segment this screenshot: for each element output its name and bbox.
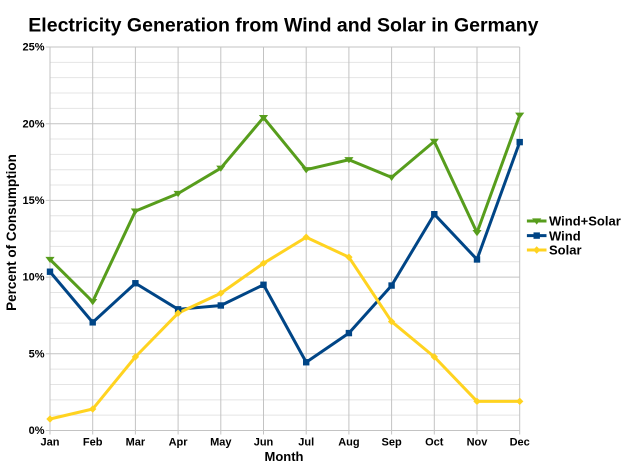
svg-text:25%: 25%: [22, 42, 44, 54]
svg-text:May: May: [210, 437, 232, 449]
svg-text:Wind: Wind: [549, 228, 581, 243]
svg-text:Mar: Mar: [126, 437, 146, 449]
svg-text:Feb: Feb: [83, 437, 103, 449]
svg-text:Sep: Sep: [382, 437, 402, 449]
svg-text:Apr: Apr: [169, 437, 189, 449]
svg-text:15%: 15%: [22, 195, 44, 207]
svg-text:Jul: Jul: [298, 437, 314, 449]
svg-text:Jan: Jan: [41, 437, 60, 449]
svg-text:Solar: Solar: [549, 243, 582, 258]
svg-text:Aug: Aug: [338, 437, 359, 449]
svg-text:Wind+Solar: Wind+Solar: [549, 214, 621, 229]
svg-text:Jun: Jun: [254, 437, 274, 449]
svg-text:Electricity Generation from Wi: Electricity Generation from Wind and Sol…: [28, 14, 538, 36]
svg-text:Percent of Consumption: Percent of Consumption: [4, 154, 19, 311]
svg-text:10%: 10%: [22, 272, 44, 284]
svg-text:Nov: Nov: [467, 437, 489, 449]
svg-text:Dec: Dec: [510, 437, 530, 449]
svg-text:20%: 20%: [22, 118, 44, 130]
svg-text:5%: 5%: [29, 348, 45, 360]
svg-text:0%: 0%: [29, 425, 45, 437]
svg-text:Oct: Oct: [425, 437, 444, 449]
svg-text:Month: Month: [265, 449, 304, 464]
